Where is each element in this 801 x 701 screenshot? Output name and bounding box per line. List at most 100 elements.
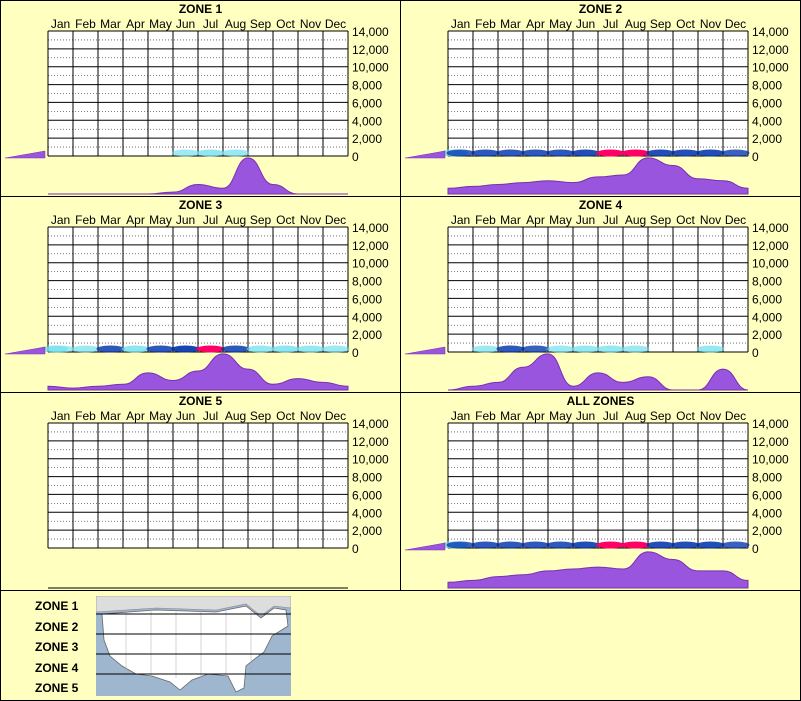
elevation-tick-label: 8,000 <box>752 471 782 485</box>
heat-cell <box>146 345 175 353</box>
elevation-tick-label: 10,000 <box>352 61 389 75</box>
zone-panel-6: ALL ZONES Jan Feb Mar Apr May Jun Jul Aug Sep Oct N… <box>400 392 801 591</box>
elevation-tick-label: 12,000 <box>752 239 789 253</box>
heat-cell <box>721 149 750 157</box>
month-tick-label: Apr <box>126 409 145 423</box>
elevation-tick-label: 6,000 <box>752 96 782 110</box>
month-tick-label: Nov <box>700 17 721 31</box>
zone-chart: Jan Feb Mar Apr May Jun Jul Aug Sep Oct Nov Dec 14,0… <box>404 409 789 589</box>
heat-cell <box>721 541 750 549</box>
heat-cell <box>696 541 725 549</box>
heat-cell <box>296 345 325 353</box>
heat-cell <box>571 149 600 157</box>
elevation-tick-label: 0 <box>752 150 759 164</box>
elevation-tick-label: 6,000 <box>352 292 382 306</box>
monthly-distribution-area <box>48 157 348 195</box>
month-tick-label: Jun <box>576 17 595 31</box>
elevation-tick-label: 8,000 <box>752 79 782 93</box>
heat-cell <box>596 345 625 353</box>
elevation-tick-label: 14,000 <box>752 221 789 235</box>
heat-cell <box>496 149 525 157</box>
zone-legend-label: ZONE 3 <box>35 640 79 654</box>
elevation-tick-label: 14,000 <box>352 25 389 39</box>
monthly-distribution-area <box>447 353 749 391</box>
elevation-tick-label: 14,000 <box>752 417 789 431</box>
panel-title: ZONE 4 <box>578 198 623 212</box>
month-tick-label: Sep <box>650 409 672 423</box>
elevation-tick-label: 2,000 <box>352 328 382 342</box>
month-tick-label: Feb <box>75 409 96 423</box>
month-tick-label: Aug <box>625 409 646 423</box>
month-tick-label: Feb <box>475 213 496 227</box>
heat-cell <box>696 345 725 353</box>
month-tick-label: May <box>149 213 172 227</box>
month-tick-label: Aug <box>625 17 646 31</box>
elevation-tick-label: 6,000 <box>752 488 782 502</box>
heat-cell <box>446 541 475 549</box>
elevation-tick-label: 4,000 <box>352 114 382 128</box>
elevation-profile <box>404 346 446 355</box>
zone-chart: Jan Feb Mar Apr May Jun Jul Aug Sep Oct Nov Dec 14,0… <box>47 409 389 589</box>
month-tick-label: Jun <box>576 213 595 227</box>
month-tick-label: Nov <box>300 17 321 31</box>
heat-cell <box>496 345 525 353</box>
zone-panel-2: ZONE 2 Jan Feb Mar Apr May Jun Jul Aug Sep Oct Nov D… <box>400 0 801 197</box>
heat-cell <box>471 541 500 549</box>
month-tick-label: Oct <box>676 213 695 227</box>
month-tick-label: Feb <box>75 213 96 227</box>
elevation-tick-label: 10,000 <box>752 257 789 271</box>
month-tick-label: Dec <box>725 213 746 227</box>
zone-legend-label: ZONE 4 <box>35 660 79 675</box>
heat-cell <box>46 345 75 353</box>
elevation-tick-label: 2,000 <box>352 524 382 538</box>
month-tick-label: Jul <box>603 409 618 423</box>
month-tick-label: Sep <box>250 213 272 227</box>
elevation-tick-label: 6,000 <box>352 96 382 110</box>
elevation-profile <box>404 542 446 551</box>
panel-title: ZONE 1 <box>178 2 223 16</box>
zone-legend-label: ZONE 5 <box>35 681 79 695</box>
heat-cell <box>621 149 650 157</box>
month-tick-label: Jun <box>576 409 595 423</box>
elevation-tick-label: 8,000 <box>752 275 782 289</box>
month-tick-label: Mar <box>500 409 521 423</box>
zone-chart: Jan Feb Mar Apr May Jun Jul Aug Sep Oct Nov Dec 14,0… <box>4 213 389 391</box>
month-tick-label: Jan <box>51 409 70 423</box>
heat-cell <box>321 345 350 353</box>
heat-cell <box>471 149 500 157</box>
month-tick-label: Apr <box>526 409 545 423</box>
month-tick-label: Apr <box>126 17 145 31</box>
elevation-tick-label: 4,000 <box>352 506 382 520</box>
zone-chart: Jan Feb Mar Apr May Jun Jul Aug Sep Oct Nov Dec 14,0… <box>404 17 789 195</box>
month-tick-label: Jan <box>51 17 70 31</box>
monthly-distribution-area <box>447 551 749 589</box>
heat-cell <box>521 149 550 157</box>
zone-panel-5: ZONE 5 Jan Feb Mar Apr May Jun Jul Aug Sep Oct Nov D… <box>0 392 401 591</box>
elevation-tick-label: 4,000 <box>752 114 782 128</box>
heat-cell <box>271 345 300 353</box>
zone-legend-label: ZONE 1 <box>35 599 79 613</box>
month-tick-label: Jul <box>203 17 218 31</box>
month-tick-label: Jul <box>603 213 618 227</box>
month-tick-label: Dec <box>325 17 346 31</box>
panel-title: ZONE 5 <box>178 394 223 408</box>
heat-cell <box>671 541 700 549</box>
month-tick-label: Oct <box>276 409 295 423</box>
heat-cell <box>471 345 500 353</box>
heat-cell <box>196 149 225 157</box>
month-tick-label: Mar <box>500 17 521 31</box>
heat-cell <box>446 149 475 157</box>
elevation-profile <box>404 150 446 159</box>
heat-cell <box>196 345 225 353</box>
month-tick-label: Jan <box>451 17 470 31</box>
elevation-tick-label: 4,000 <box>752 506 782 520</box>
heat-cell <box>596 541 625 549</box>
elevation-tick-label: 6,000 <box>752 292 782 306</box>
heat-cell <box>621 541 650 549</box>
month-tick-label: Apr <box>526 213 545 227</box>
elevation-tick-label: 14,000 <box>352 417 389 431</box>
month-tick-label: May <box>549 17 572 31</box>
heat-cell <box>96 345 125 353</box>
elevation-tick-label: 2,000 <box>752 328 782 342</box>
